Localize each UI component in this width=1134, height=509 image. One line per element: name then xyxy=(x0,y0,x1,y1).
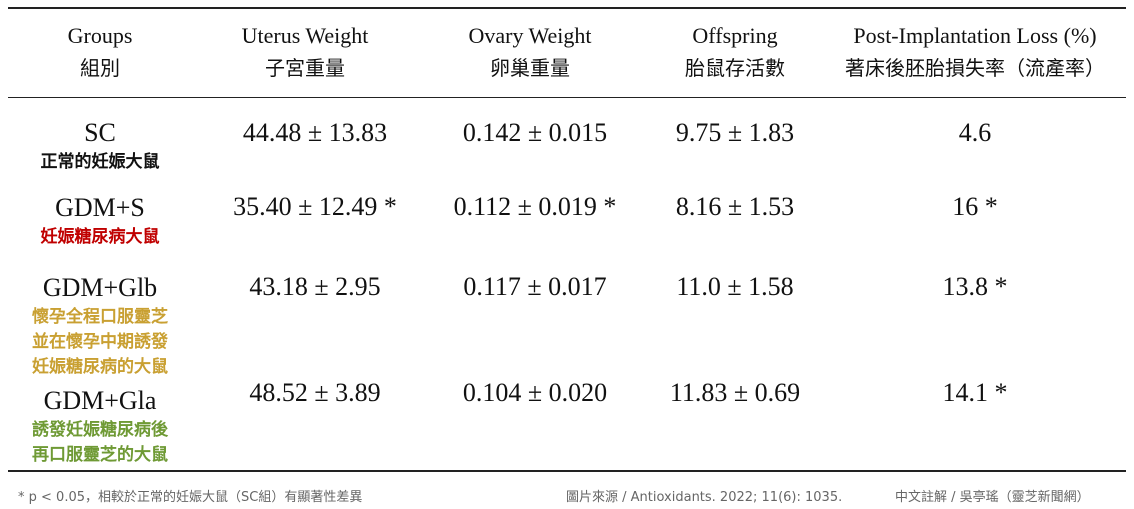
group-desc: 正常的妊娠大鼠 xyxy=(40,152,160,172)
cell-value: 4.6 xyxy=(958,118,992,147)
header-zh: 胎鼠存活數 xyxy=(685,56,785,80)
group-name: SC xyxy=(84,118,116,147)
header-zh: 子宮重量 xyxy=(265,56,345,80)
header-en: Uterus Weight xyxy=(241,23,369,48)
top-rule xyxy=(8,7,1126,9)
cell-value: 9.75 ± 1.83 xyxy=(675,118,795,147)
header-rule xyxy=(8,97,1126,98)
header-en: Groups xyxy=(67,23,133,48)
cell-value: 0.142 ± 0.015 xyxy=(462,118,608,147)
footnote: * p < 0.05，相較於正常的妊娠大鼠（SC組）有顯著性差異 xyxy=(18,490,363,505)
group-desc: 妊娠糖尿病大鼠 xyxy=(40,227,160,247)
group-desc: 妊娠糖尿病的大鼠 xyxy=(32,357,168,377)
header-en: Ovary Weight xyxy=(468,23,592,48)
cell-value: 44.48 ± 13.83 xyxy=(242,118,388,147)
source: 圖片來源 / Antioxidants. 2022; 11(6): 1035. xyxy=(566,490,843,505)
cell-value: 0.104 ± 0.020 xyxy=(462,378,608,407)
group-name: GDM+Gla xyxy=(43,386,157,415)
cell-value: 43.18 ± 2.95 xyxy=(249,272,381,301)
cell-value: 8.16 ± 1.53 xyxy=(675,192,795,221)
cell-value: 48.52 ± 3.89 xyxy=(249,378,381,407)
cell-value: 0.117 ± 0.017 xyxy=(463,272,607,301)
group-desc: 並在懷孕中期誘發 xyxy=(32,332,168,352)
bottom-rule xyxy=(8,470,1126,472)
header-zh: 卵巢重量 xyxy=(490,56,570,80)
group-name: GDM+S xyxy=(55,193,145,222)
header-zh: 著床後胚胎損失率（流產率） xyxy=(845,56,1105,80)
header-en: Post-Implantation Loss (%) xyxy=(853,23,1097,48)
cell-value: 0.112 ± 0.019 * xyxy=(453,192,617,221)
cell-value: 35.40 ± 12.49 * xyxy=(233,192,397,221)
group-desc: 懷孕全程口服靈芝 xyxy=(32,307,168,327)
cell-value: 13.8 * xyxy=(942,272,1008,301)
header-zh: 組別 xyxy=(80,56,120,80)
header-en: Offspring xyxy=(692,23,778,48)
cell-value: 14.1 * xyxy=(942,378,1008,407)
credit: 中文註解 / 吳亭瑤（靈芝新聞網） xyxy=(895,490,1090,505)
group-desc: 誘發妊娠糖尿病後 xyxy=(32,420,168,440)
cell-value: 11.0 ± 1.58 xyxy=(676,272,794,301)
group-desc: 再口服靈芝的大鼠 xyxy=(32,445,168,465)
group-name: GDM+Glb xyxy=(42,273,158,302)
cell-value: 11.83 ± 0.69 xyxy=(669,378,801,407)
cell-value: 16 * xyxy=(952,192,998,221)
